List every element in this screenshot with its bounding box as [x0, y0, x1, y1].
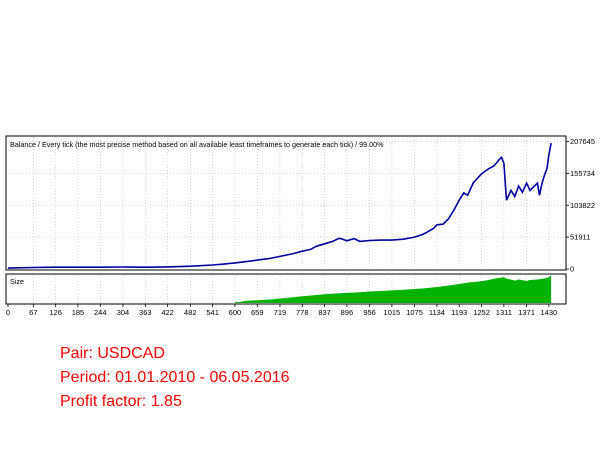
x-tick-label: 1430 — [541, 308, 558, 317]
pair-label: Pair: USDCAD — [60, 345, 165, 362]
x-tick-label: 1311 — [496, 308, 512, 317]
x-tick-label: 244 — [94, 308, 107, 317]
x-tick-label: 422 — [161, 308, 174, 317]
y-tick-label: 155734 — [570, 169, 595, 178]
x-tick-label: 126 — [49, 308, 62, 317]
x-tick-label: 0 — [6, 308, 10, 317]
x-tick-label: 719 — [274, 308, 287, 317]
profit-factor-label: Profit factor: 1.85 — [60, 393, 182, 410]
balance-series-line — [7, 142, 552, 269]
x-tick-label: 185 — [72, 308, 85, 317]
y-tick-label: 0 — [570, 265, 574, 274]
y-axis-tick-labels: 207645 155734 103822 51911 0 — [566, 137, 595, 274]
x-tick-label: 956 — [363, 308, 376, 317]
balance-chart-frame — [5, 135, 567, 271]
x-tick-label: 1252 — [473, 308, 490, 317]
x-tick-label: 67 — [29, 308, 37, 317]
x-axis-tick-labels: 0 67 126 185 244 304 363 422 482 541 600 659 719 778 8… — [6, 304, 557, 317]
x-tick-label: 482 — [184, 308, 197, 317]
x-tick-label: 896 — [341, 308, 354, 317]
x-tick-label: 1193 — [451, 308, 467, 317]
x-tick-label: 1371 — [518, 308, 535, 317]
size-panel-label: Size — [10, 277, 24, 286]
x-tick-label: 778 — [296, 308, 309, 317]
size-series-area — [234, 275, 552, 303]
x-tick-label: 1134 — [429, 308, 445, 317]
x-tick-label: 541 — [206, 308, 219, 317]
report-summary: Pair: USDCAD Period: 01.01.2010 - 06.05.… — [60, 342, 290, 414]
x-tick-label: 659 — [251, 308, 264, 317]
x-tick-label: 304 — [117, 308, 130, 317]
x-tick-label: 1075 — [406, 308, 423, 317]
y-tick-label: 207645 — [570, 137, 595, 146]
period-label: Period: 01.01.2010 - 06.05.2016 — [60, 369, 290, 386]
y-tick-label: 51911 — [570, 233, 590, 242]
x-tick-label: 600 — [229, 308, 242, 317]
x-tick-label: 363 — [139, 308, 152, 317]
x-tick-label: 837 — [318, 308, 331, 317]
balance-chart-panel: Balance / Every tick (the most precise m… — [5, 135, 595, 274]
size-chart-panel: Size — [5, 273, 567, 305]
y-tick-label: 103822 — [570, 201, 595, 210]
chart-title: Balance / Every tick (the most precise m… — [10, 140, 384, 149]
x-tick-label: 1015 — [384, 308, 401, 317]
